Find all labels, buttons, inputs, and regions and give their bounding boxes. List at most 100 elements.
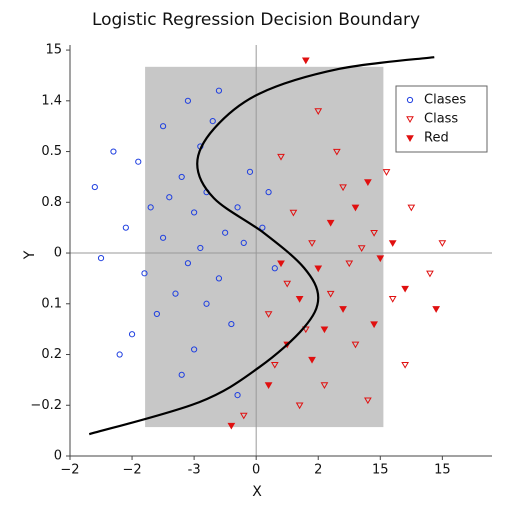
point xyxy=(277,260,285,268)
point xyxy=(301,57,310,65)
point xyxy=(438,240,447,247)
legend-label: Class xyxy=(424,112,458,127)
point xyxy=(345,260,354,268)
x-axis-label: X xyxy=(252,484,262,500)
x-tick-label: 0 xyxy=(252,463,260,478)
point xyxy=(178,173,185,181)
x-tick-label: -3 xyxy=(188,463,201,478)
point xyxy=(357,245,366,252)
point xyxy=(227,422,236,430)
y-axis-label: Y xyxy=(22,250,38,260)
point xyxy=(265,189,272,196)
x-tick-label: 15 xyxy=(434,463,451,478)
point xyxy=(141,270,148,277)
point xyxy=(326,290,335,298)
point xyxy=(401,285,409,293)
point xyxy=(364,179,372,187)
point xyxy=(203,300,210,307)
point xyxy=(116,351,123,358)
point xyxy=(153,310,160,318)
point xyxy=(215,87,223,94)
point xyxy=(295,296,304,303)
point xyxy=(382,169,391,176)
point xyxy=(191,346,198,353)
shaded-region xyxy=(145,66,384,428)
point xyxy=(277,153,285,161)
decision-boundary xyxy=(88,56,435,436)
point xyxy=(295,402,304,410)
point xyxy=(332,148,341,156)
point xyxy=(97,255,105,262)
point xyxy=(270,361,279,369)
y-tick-label: 0.8 xyxy=(41,195,62,210)
point xyxy=(259,224,266,231)
point xyxy=(376,255,385,263)
point xyxy=(370,230,378,237)
point xyxy=(314,108,323,115)
series-1 xyxy=(239,108,447,420)
point xyxy=(184,97,192,104)
point xyxy=(215,275,223,282)
x-tick-label: −2 xyxy=(60,463,79,478)
point xyxy=(364,397,372,405)
point xyxy=(184,260,192,267)
point xyxy=(197,244,204,252)
point xyxy=(351,341,360,349)
x-tick-label: −2 xyxy=(122,463,141,478)
legend-marker xyxy=(406,96,414,104)
point xyxy=(239,412,248,420)
point xyxy=(320,382,329,389)
point xyxy=(283,280,292,288)
point xyxy=(178,371,185,378)
point xyxy=(110,148,117,155)
point xyxy=(209,118,216,125)
point xyxy=(326,219,335,227)
point xyxy=(128,331,136,338)
y-tick-label: 0 xyxy=(54,449,62,464)
point xyxy=(289,209,298,217)
point xyxy=(264,382,273,389)
point xyxy=(166,194,173,201)
point xyxy=(339,184,347,192)
x-tick-label: 15 xyxy=(372,463,389,478)
point xyxy=(426,270,434,278)
point xyxy=(91,183,98,191)
point xyxy=(159,123,167,130)
point xyxy=(264,311,273,318)
point xyxy=(159,234,167,241)
legend-label: Red xyxy=(424,131,449,146)
point xyxy=(240,239,247,246)
point xyxy=(271,265,278,272)
point xyxy=(388,296,397,303)
legend-marker xyxy=(406,116,414,124)
point xyxy=(339,306,347,313)
point xyxy=(228,320,235,328)
point xyxy=(432,306,441,313)
y-tick-label: 0 xyxy=(54,246,62,261)
y-tick-label: −0.2 xyxy=(30,398,62,413)
point xyxy=(147,204,154,211)
point xyxy=(234,204,241,211)
series-0 xyxy=(91,87,278,399)
chart-title: Logistic Regression Decision Boundary xyxy=(92,10,420,30)
point xyxy=(135,158,142,165)
point xyxy=(351,204,360,212)
legend-label: Clases xyxy=(424,93,466,108)
y-tick-label: 1.4 xyxy=(41,93,62,108)
legend: Clases Class Red xyxy=(395,85,488,153)
y-tick-label: 0.5 xyxy=(41,144,62,159)
point xyxy=(222,229,229,236)
point xyxy=(314,265,323,273)
point xyxy=(388,240,397,247)
point xyxy=(401,361,409,369)
point xyxy=(308,240,316,247)
point xyxy=(234,392,241,399)
point xyxy=(308,356,316,364)
series-2 xyxy=(227,57,441,430)
point xyxy=(320,326,329,334)
point xyxy=(172,290,179,297)
point xyxy=(122,224,129,231)
point xyxy=(407,204,416,212)
point xyxy=(246,168,254,175)
